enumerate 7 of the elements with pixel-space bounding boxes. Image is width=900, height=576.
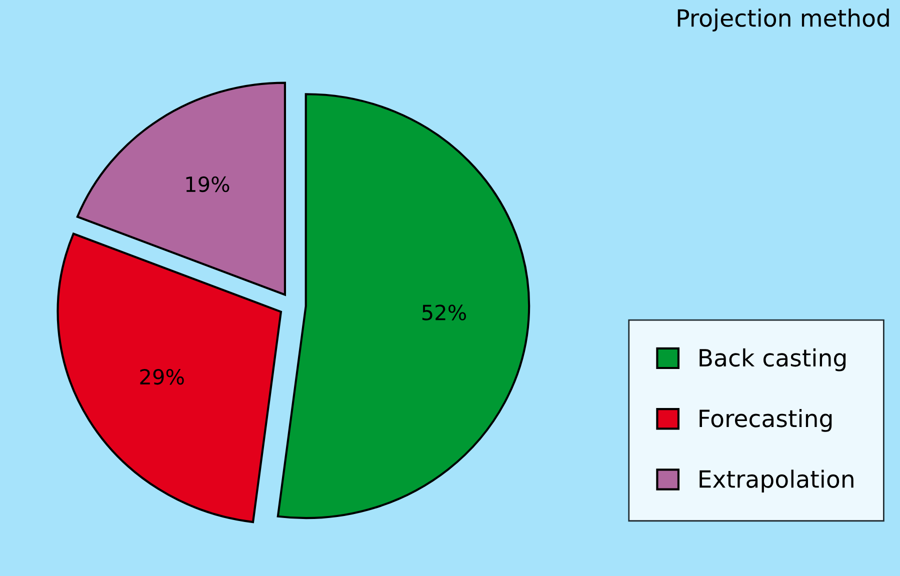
chart-title: Projection method	[678, 8, 889, 32]
legend-label: Back casting	[700, 348, 846, 372]
data-label: 29%	[140, 368, 184, 385]
data-label: 19%	[186, 176, 230, 192]
data-label: 52%	[422, 304, 466, 320]
legend-label: Extrapolation	[700, 470, 854, 493]
legend-label: Forecasting	[700, 409, 832, 432]
